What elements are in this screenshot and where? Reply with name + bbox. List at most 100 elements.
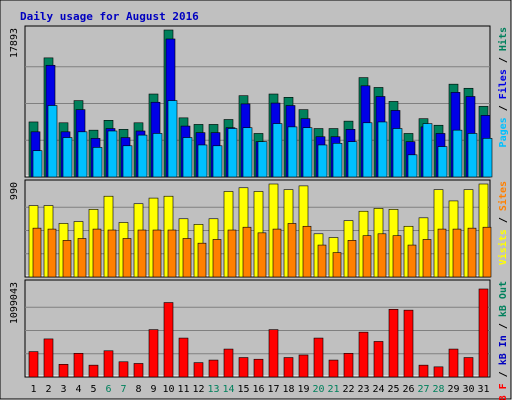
bar-kb-f-day-11 [178,337,189,378]
bar-kb-f-day-1 [28,351,39,378]
bar-pages-day-16 [257,141,268,178]
bar-pages-day-31 [482,138,493,178]
bar-sites-day-21 [332,252,342,278]
bar-sites-day-11 [182,238,192,278]
x-axis-day-labels: 1 2 3 4 5 6 7 8 9 10 11 12 13 14 15 16 17 18 19 20 21 22 23 24 2… [30,384,489,395]
x-tick-label-day-19: 19 [297,384,309,395]
bar-kb-f-day-10 [163,302,174,378]
bar-sites-day-5 [92,228,102,278]
bar-sites-day-3 [62,240,72,278]
bar-sites-day-23 [362,235,372,278]
bar-pages-day-23 [362,122,373,178]
bar-pages-day-18 [287,126,298,178]
x-tick-label-day-8: 8 [135,384,141,395]
bar-sites-day-12 [197,242,207,278]
bar-sites-day-13 [212,239,222,278]
bar-kb-f-day-14 [223,348,234,378]
bar-kb-f-day-27 [418,364,429,378]
legend-entry: Hits [497,27,509,51]
x-tick-label-day-29: 29 [447,384,459,395]
panel-max-label: 990 [9,182,20,200]
x-tick-label-day-6: 6 [105,384,111,395]
legend-entry: Pages [498,117,509,147]
bar-kb-f-day-8 [133,363,144,378]
x-tick-label-day-18: 18 [282,384,294,395]
bar-kb-f-day-2 [43,338,54,378]
legend-entry: Sites [497,181,509,211]
bar-pages-day-21 [332,143,343,178]
x-tick-label-day-20: 20 [312,384,324,395]
x-tick-label-day-28: 28 [432,384,444,395]
chart-panels: 17893 Pages / Files / Hits 990 Visits / Sit… [9,25,509,405]
bar-pages-day-30 [467,133,478,178]
bar-kb-f-day-9 [148,329,159,378]
legend-entry: Visits [497,229,509,265]
bar-pages-day-26 [407,154,418,178]
panel-max-label: 17893 [9,28,20,58]
bar-pages-day-3 [62,137,73,178]
x-tick-label-day-17: 17 [267,384,279,395]
x-tick-label-day-10: 10 [162,384,174,395]
x-tick-label-day-31: 31 [477,384,489,395]
bar-sites-day-8 [137,229,147,278]
bar-pages-day-4 [77,131,88,178]
bar-pages-day-29 [452,129,463,178]
panel-3: 1099043 kB F / kB In / kB Out [9,279,509,405]
bar-kb-f-day-31 [478,288,489,378]
legend-entry: / [498,317,509,335]
bar-pages-day-22 [347,141,358,178]
bar-kb-f-day-24 [373,341,384,378]
bar-pages-day-12 [197,144,208,178]
bar-pages-day-9 [152,133,163,178]
bar-pages-day-11 [182,137,193,178]
panel-legend: Visits / Sites [497,181,509,265]
bar-pages-day-7 [122,145,133,178]
bar-sites-day-16 [257,232,267,278]
bar-kb-f-day-18 [283,357,294,378]
bar-pages-day-10 [167,100,178,178]
bar-pages-day-25 [392,128,403,178]
panel-2: 990 Visits / Sites [9,179,509,278]
bar-kb-f-day-23 [358,331,369,378]
x-tick-label-day-12: 12 [192,384,204,395]
bar-kb-f-day-7 [118,361,129,378]
bar-sites-day-4 [77,238,87,278]
bar-pages-day-1 [32,150,43,178]
panel-1: 17893 Pages / Files / Hits [9,25,509,178]
legend-entry: / [498,211,509,229]
x-tick-label-day-5: 5 [90,384,96,395]
panel-legend: kB F / kB In / kB Out [498,281,509,400]
bar-pages-day-19 [302,127,313,178]
bar-sites-day-6 [107,229,117,278]
bar-sites-day-9 [152,229,162,278]
bar-kb-f-day-12 [193,362,204,378]
x-tick-label-day-9: 9 [150,384,156,395]
legend-entry: Files [497,69,509,99]
panel-max-label: 1099043 [9,282,20,324]
bar-kb-f-day-25 [388,309,399,378]
bar-sites-day-19 [302,225,312,278]
chart-title: Daily usage for August 2016 [20,10,199,23]
legend-entry: kB F [498,383,509,400]
bar-sites-day-26 [407,244,417,278]
x-tick-label-day-22: 22 [342,384,354,395]
bar-sites-day-31 [482,226,492,278]
bar-kb-f-day-19 [298,354,309,378]
bar-sites-day-28 [437,228,447,278]
bar-kb-f-day-26 [403,309,414,378]
series-pages [32,100,493,178]
legend-entry: kB In [498,335,509,365]
bar-kb-f-day-16 [253,358,264,378]
bar-kb-f-day-13 [208,359,219,378]
bar-pages-day-14 [227,128,238,178]
bar-kb-f-day-22 [343,353,354,378]
bar-sites-day-29 [452,228,462,278]
x-tick-label-day-23: 23 [357,384,369,395]
bar-sites-day-10 [167,229,177,278]
x-tick-label-day-25: 25 [387,384,399,395]
bar-kb-f-day-6 [103,350,114,378]
x-tick-label-day-13: 13 [207,384,219,395]
bar-kb-f-day-30 [463,357,474,378]
